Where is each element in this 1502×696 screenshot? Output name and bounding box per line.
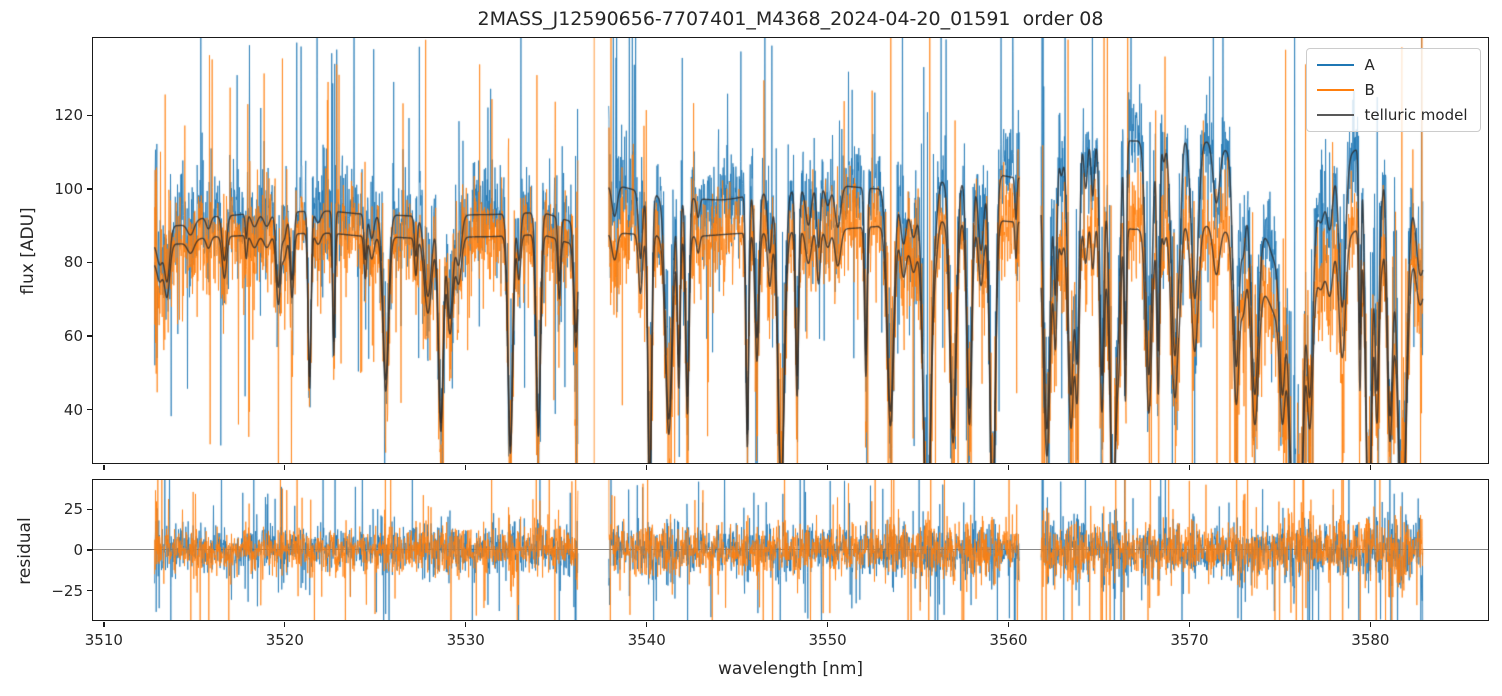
x-tick <box>284 621 286 627</box>
y-tick-label: 25 <box>63 500 83 519</box>
x-tick-label: 3580 <box>1351 630 1390 649</box>
legend-item-b: B <box>1317 81 1467 99</box>
x-axis-label: wavelength [nm] <box>717 659 864 679</box>
y-tick <box>86 335 92 337</box>
y-tick <box>86 408 92 411</box>
y-tick <box>86 261 92 264</box>
y-tick-label: 80 <box>63 253 83 272</box>
y-tick <box>86 589 92 592</box>
legend-label-telluric: telluric model <box>1364 105 1468 124</box>
flux-plot-canvas <box>92 37 1488 463</box>
legend-swatch-telluric <box>1317 113 1355 116</box>
x-tick <box>645 464 648 470</box>
x-tick <box>826 464 829 470</box>
x-tick <box>826 621 829 627</box>
x-tick <box>1007 464 1010 470</box>
legend-swatch-a <box>1317 63 1355 66</box>
y-tick <box>86 188 92 190</box>
x-tick-label: 3530 <box>446 630 485 649</box>
x-tick <box>465 464 467 470</box>
legend-label-a: A <box>1364 55 1375 74</box>
y-tick-label: 60 <box>63 327 83 346</box>
x-tick <box>1188 621 1191 627</box>
legend-item-telluric: telluric model <box>1317 105 1468 124</box>
x-tick <box>1007 621 1010 627</box>
y-tick <box>86 114 92 116</box>
y-tick-label: 100 <box>54 179 83 198</box>
legend-swatch-b <box>1317 88 1355 91</box>
x-tick <box>103 621 105 627</box>
y-tick-label: 0 <box>73 541 83 559</box>
legend-item-a: A <box>1317 56 1467 74</box>
x-tick-label: 3510 <box>84 630 123 649</box>
x-tick <box>1369 464 1372 470</box>
residual-plot-canvas <box>92 479 1488 620</box>
x-tick-label: 3550 <box>808 630 847 649</box>
y-tick-label: 120 <box>54 106 83 125</box>
x-tick-label: 3560 <box>989 630 1028 649</box>
chart-title: 2MASS_J12590656-7707401_M4368_2024-04-20… <box>477 8 1104 30</box>
x-tick-label: 3540 <box>627 630 666 649</box>
x-tick <box>1369 621 1372 627</box>
x-tick <box>465 621 467 627</box>
y-tick <box>86 508 92 510</box>
legend: A B telluric model <box>1306 47 1481 132</box>
x-tick-label: 3570 <box>1170 630 1209 649</box>
y-tick-label: −25 <box>51 581 83 600</box>
x-tick <box>1188 464 1191 470</box>
x-tick <box>103 464 105 470</box>
x-tick-label: 3520 <box>265 630 304 649</box>
residual-panel <box>91 478 1489 621</box>
flux-panel: A B telluric model <box>91 36 1489 464</box>
x-tick <box>284 464 286 470</box>
legend-label-b: B <box>1364 80 1375 99</box>
flux-y-axis-label: flux [ADU] <box>18 207 38 295</box>
y-tick <box>86 549 92 551</box>
y-tick-label: 40 <box>63 400 83 419</box>
x-tick <box>645 621 648 627</box>
